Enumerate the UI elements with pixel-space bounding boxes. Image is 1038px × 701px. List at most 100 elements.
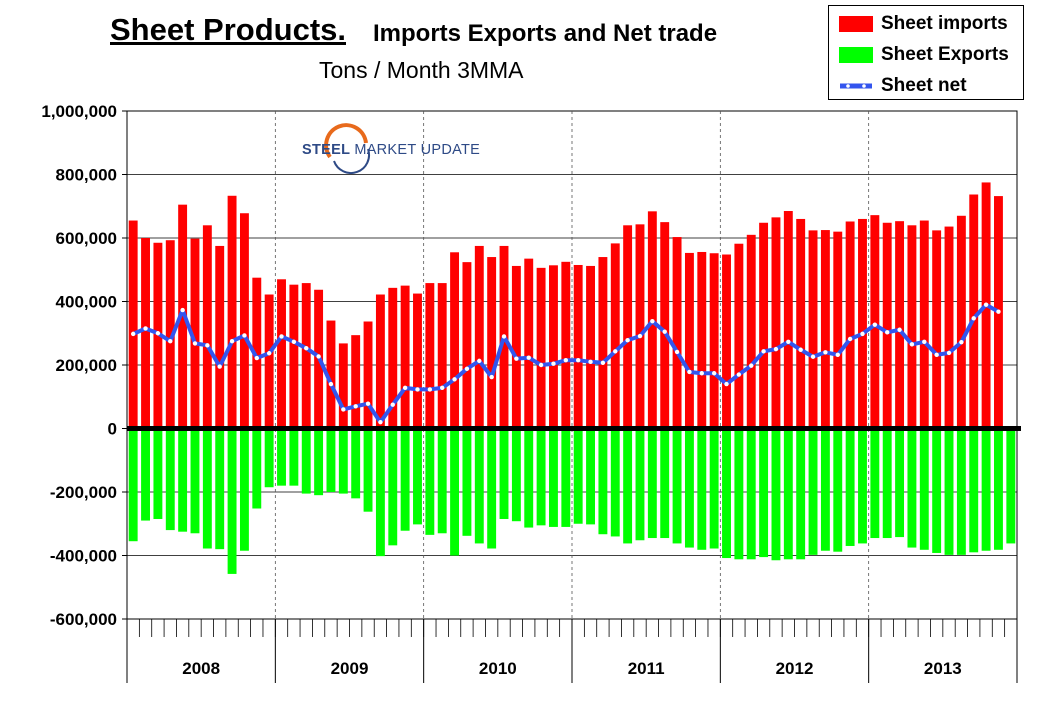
bar-export bbox=[759, 428, 769, 558]
bar-export bbox=[524, 428, 534, 528]
bar-import bbox=[672, 237, 682, 429]
bar-export bbox=[277, 428, 286, 486]
bar-export bbox=[363, 428, 373, 512]
bar-export bbox=[141, 428, 150, 521]
net-point bbox=[983, 302, 989, 307]
bar-import bbox=[722, 254, 731, 429]
year-label: 2012 bbox=[776, 659, 814, 678]
net-point bbox=[551, 361, 556, 366]
bar-export bbox=[808, 428, 818, 555]
net-point bbox=[823, 350, 828, 355]
net-point bbox=[909, 342, 915, 347]
bar-import bbox=[277, 279, 286, 429]
bar-export bbox=[487, 428, 497, 549]
bar-import bbox=[289, 284, 299, 429]
bar-export bbox=[462, 428, 472, 536]
net-point bbox=[922, 339, 927, 345]
bar-import bbox=[635, 224, 645, 429]
bar-export bbox=[907, 428, 917, 548]
bar-import bbox=[734, 243, 744, 429]
bar-export bbox=[375, 428, 385, 557]
bar-import bbox=[413, 293, 422, 429]
net-point bbox=[600, 360, 606, 365]
bar-import bbox=[919, 220, 929, 429]
bar-export bbox=[697, 428, 707, 550]
bar-export bbox=[314, 428, 324, 496]
bar-export bbox=[994, 428, 1003, 550]
net-point bbox=[613, 349, 618, 354]
bar-import bbox=[524, 258, 534, 429]
bar-import bbox=[474, 245, 484, 429]
bar-export bbox=[672, 428, 682, 544]
bar-export bbox=[215, 428, 225, 550]
bar-export bbox=[586, 428, 595, 525]
bar-export bbox=[845, 428, 855, 546]
net-point bbox=[192, 341, 198, 346]
bar-export bbox=[227, 428, 237, 574]
bar-import bbox=[882, 222, 892, 429]
bar-export bbox=[400, 428, 410, 531]
net-point bbox=[625, 338, 630, 343]
bar-export bbox=[598, 428, 608, 535]
ytick-label: -400,000 bbox=[50, 547, 117, 566]
bar-export bbox=[796, 428, 806, 560]
bar-import bbox=[487, 257, 497, 429]
net-point bbox=[489, 374, 494, 380]
net-point bbox=[699, 371, 704, 376]
legend-item-exports: Sheet Exports bbox=[839, 44, 1009, 66]
ytick-label: -200,000 bbox=[50, 483, 117, 502]
bar-import bbox=[598, 257, 608, 429]
bar-import bbox=[907, 225, 917, 429]
bar-export bbox=[474, 428, 484, 544]
bar-export bbox=[635, 428, 645, 541]
net-point bbox=[538, 362, 544, 368]
net-point bbox=[897, 327, 902, 332]
bar-export bbox=[511, 428, 521, 522]
net-point bbox=[946, 350, 952, 356]
net-point bbox=[180, 307, 185, 313]
net-point bbox=[674, 349, 680, 355]
year-label: 2010 bbox=[479, 659, 517, 678]
bar-import bbox=[375, 294, 385, 429]
net-point bbox=[279, 334, 284, 339]
net-point bbox=[575, 358, 581, 363]
net-point bbox=[835, 352, 840, 358]
bar-import bbox=[870, 215, 880, 429]
bar-export bbox=[252, 428, 262, 509]
net-point bbox=[749, 363, 754, 368]
net-point bbox=[736, 372, 742, 377]
net-point bbox=[266, 351, 272, 356]
net-point bbox=[168, 338, 173, 344]
net-point bbox=[637, 333, 643, 339]
logo-text-bold: STEEL bbox=[302, 142, 350, 158]
bar-import bbox=[141, 238, 150, 429]
bar-export bbox=[647, 428, 657, 539]
bar-import bbox=[363, 321, 373, 429]
net-point bbox=[996, 309, 1001, 314]
bar-import bbox=[623, 225, 633, 429]
bar-export bbox=[684, 428, 694, 548]
net-point bbox=[229, 338, 235, 344]
net-point bbox=[810, 354, 816, 359]
bar-export bbox=[746, 428, 756, 560]
bar-export bbox=[610, 428, 620, 537]
bar-import bbox=[215, 245, 225, 429]
bar-import bbox=[833, 231, 843, 429]
bar-import bbox=[536, 267, 546, 429]
net-point bbox=[242, 333, 247, 338]
bar-import bbox=[932, 230, 942, 429]
swoosh-logo-icon bbox=[324, 123, 371, 174]
bar-import bbox=[178, 204, 188, 429]
net-point bbox=[514, 356, 519, 361]
bar-export bbox=[969, 428, 979, 553]
bar-export bbox=[388, 428, 398, 546]
bar-export bbox=[499, 428, 509, 519]
bar-import bbox=[845, 221, 855, 429]
bar-export bbox=[895, 428, 905, 538]
net-point bbox=[365, 401, 371, 406]
bar-import bbox=[301, 283, 311, 429]
bar-export bbox=[820, 428, 830, 551]
net-point bbox=[872, 322, 878, 327]
net-point bbox=[885, 330, 890, 335]
bar-export bbox=[425, 428, 435, 535]
